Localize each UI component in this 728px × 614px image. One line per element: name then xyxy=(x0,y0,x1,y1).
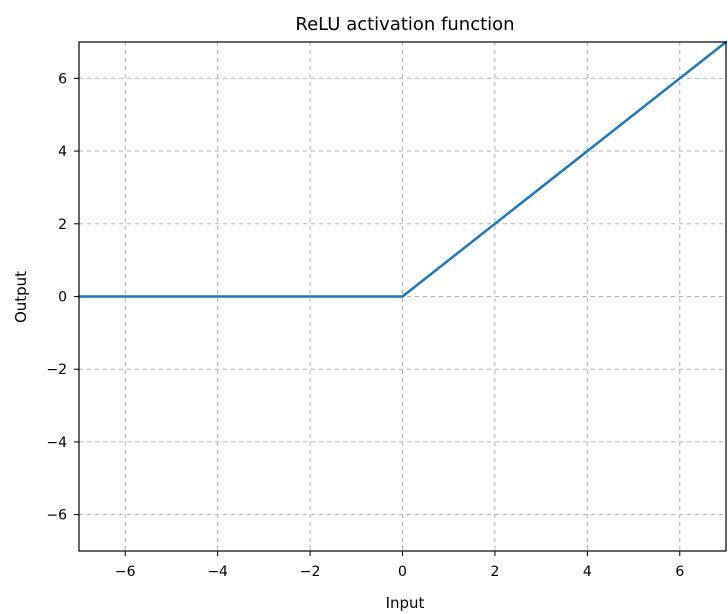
y-axis-label: Output xyxy=(12,271,30,323)
tick-layer: −6 −4 −2 0 2 4 6 −6 −4 −2 0 2 4 6 xyxy=(46,71,684,580)
y-tick-label-0: −6 xyxy=(46,508,67,524)
x-tick-label-2: −2 xyxy=(300,564,321,580)
chart-title: ReLU activation function xyxy=(295,14,514,35)
x-tick-label-6: 6 xyxy=(675,564,684,580)
x-axis-label: Input xyxy=(386,594,425,612)
y-tick-label-4: 2 xyxy=(58,217,67,233)
x-tick-label-5: 4 xyxy=(583,564,592,580)
x-tick-label-0: −6 xyxy=(115,564,136,580)
x-tick-label-4: 2 xyxy=(490,564,499,580)
x-tick-label-1: −4 xyxy=(207,564,228,580)
y-tick-label-3: 0 xyxy=(58,290,67,306)
y-tick-label-5: 4 xyxy=(58,144,67,160)
series-layer xyxy=(77,40,728,298)
series-line-0 xyxy=(77,40,728,298)
x-tick-label-3: 0 xyxy=(398,564,407,580)
y-tick-label-1: −4 xyxy=(46,435,67,451)
y-tick-label-6: 6 xyxy=(58,71,67,87)
y-tick-label-2: −2 xyxy=(46,362,67,378)
